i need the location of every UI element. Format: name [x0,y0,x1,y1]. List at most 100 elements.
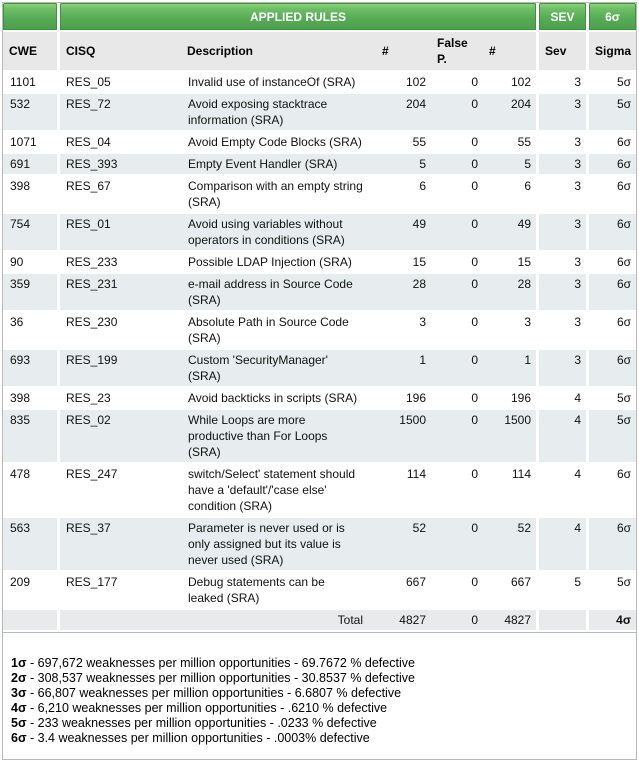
description-cell: Avoid Empty Code Blocks (SRA) [181,132,376,154]
table-row: 532 RES_72 Avoid exposing stacktrace infor… [3,94,637,132]
sigma-cell: 5σ [589,72,637,94]
false-positive-cell: 0 [431,464,483,518]
cwe-cell: 532 [3,94,60,132]
issue-count-cell: 5 [376,154,431,176]
issue-count-cell: 6 [376,176,431,214]
cwe-cell: 398 [3,176,60,214]
cwe-cell [3,610,60,632]
sigma-cell: 6σ [589,154,637,176]
severity-cell: 3 [539,312,590,350]
net-count-cell: 49 [483,214,540,252]
legend-line: 1σ - 697,672 weaknesses per million oppo… [11,656,626,671]
cisq-cell: RES_233 [60,252,181,274]
table-row: 398 RES_67 Comparison with an empty string… [3,176,637,214]
net-count-cell: 3 [483,312,540,350]
severity-cell: 3 [539,274,590,312]
issue-count-cell: 15 [376,252,431,274]
description-cell: switch/Select' statement should have a '… [181,464,376,518]
col-header-count: # [376,32,431,72]
severity-cell: 4 [539,464,590,518]
false-positive-cell: 0 [431,72,483,94]
net-count-cell: 196 [483,388,540,410]
severity-cell [539,610,590,632]
legend-sigma-level: 5σ [11,716,27,730]
cwe-cell: 563 [3,518,60,572]
col-header-false-positive: False P. [431,32,483,72]
issue-count-cell: 196 [376,388,431,410]
col-header-cwe: CWE [3,32,60,72]
table-row: 209 RES_177 Debug statements can be leaked… [3,572,637,610]
false-positive-cell: 0 [431,388,483,410]
cisq-cell: RES_37 [60,518,181,572]
net-count-cell: 15 [483,252,540,274]
cwe-cell: 835 [3,410,60,464]
net-count-cell: 114 [483,464,540,518]
cisq-cell: RES_67 [60,176,181,214]
sigma-cell: 6σ [589,464,637,518]
cisq-cell [60,610,181,632]
description-cell: Avoid exposing stacktrace information (S… [181,94,376,132]
issue-count-cell: 204 [376,94,431,132]
sigma-legend: 1σ - 697,672 weaknesses per million oppo… [3,632,636,759]
sigma-cell: 5σ [589,388,637,410]
net-count-cell: 55 [483,132,540,154]
cisq-cell: RES_231 [60,274,181,312]
table-row: 398 RES_23 Avoid backticks in scripts (SRA… [3,388,637,410]
cwe-cell: 693 [3,350,60,388]
six-sigma-group-header: 6σ [589,3,637,32]
net-count-cell: 6 [483,176,540,214]
table-row: 693 RES_199 Custom 'SecurityManager' (SRA)… [3,350,637,388]
net-count-cell: 52 [483,518,540,572]
legend-text: - 3.4 weaknesses per million opportuniti… [26,731,370,745]
cwe-cell: 691 [3,154,60,176]
issue-count-cell: 3 [376,312,431,350]
cisq-cell: RES_23 [60,388,181,410]
cisq-cell: RES_04 [60,132,181,154]
description-cell: Empty Event Handler (SRA) [181,154,376,176]
table-row: 90 RES_233 Possible LDAP Injection (SRA) 15… [3,252,637,274]
severity-cell: 4 [539,388,590,410]
false-positive-cell: 0 [431,94,483,132]
false-positive-cell: 0 [431,350,483,388]
sigma-cell: 5σ [589,572,637,610]
green-corner-cell [3,3,60,32]
legend-line: 5σ - 233 weaknesses per million opportun… [11,716,626,731]
table-row: 1101 RES_05 Invalid use of instanceOf (SRA… [3,72,637,94]
rules-table-body: 1101 RES_05 Invalid use of instanceOf (SRA… [3,72,637,632]
cwe-cell: 209 [3,572,60,610]
severity-cell: 3 [539,214,590,252]
legend-line: 4σ - 6,210 weaknesses per million opport… [11,701,626,716]
description-cell: Avoid using variables without operators … [181,214,376,252]
false-positive-cell: 0 [431,252,483,274]
col-header-cisq: CISQ [60,32,181,72]
applied-rules-title: APPLIED RULES [60,3,540,32]
cwe-cell: 359 [3,274,60,312]
severity-cell: 4 [539,410,590,464]
col-header-severity: Sev [539,32,590,72]
sev-group-header: SEV [539,3,590,32]
col-header-sigma: Sigma [589,32,637,72]
sigma-cell: 5σ [589,410,637,464]
cisq-cell: RES_02 [60,410,181,464]
sigma-cell: 6σ [589,132,637,154]
cisq-cell: RES_393 [60,154,181,176]
net-count-cell: 667 [483,572,540,610]
net-count-cell: 1 [483,350,540,388]
description-cell: While Loops are more productive than For… [181,410,376,464]
cisq-cell: RES_05 [60,72,181,94]
column-header-row: CWE CISQ Description # False P. # Sev Si… [3,32,637,72]
cwe-cell: 398 [3,388,60,410]
issue-count-cell: 55 [376,132,431,154]
issue-count-cell: 1500 [376,410,431,464]
legend-line: 6σ - 3.4 weaknesses per million opportun… [11,731,626,746]
false-positive-cell: 0 [431,176,483,214]
cisq-cell: RES_230 [60,312,181,350]
total-row: Total 4827 0 4827 4σ [3,610,637,632]
table-row: 835 RES_02 While Loops are more productive… [3,410,637,464]
issue-count-cell: 49 [376,214,431,252]
table-row: 563 RES_37 Parameter is never used or is o… [3,518,637,572]
table-row: 478 RES_247 switch/Select' statement shoul… [3,464,637,518]
cwe-cell: 1071 [3,132,60,154]
false-positive-cell: 0 [431,518,483,572]
legend-text: - 66,807 weaknesses per million opportun… [26,686,402,700]
